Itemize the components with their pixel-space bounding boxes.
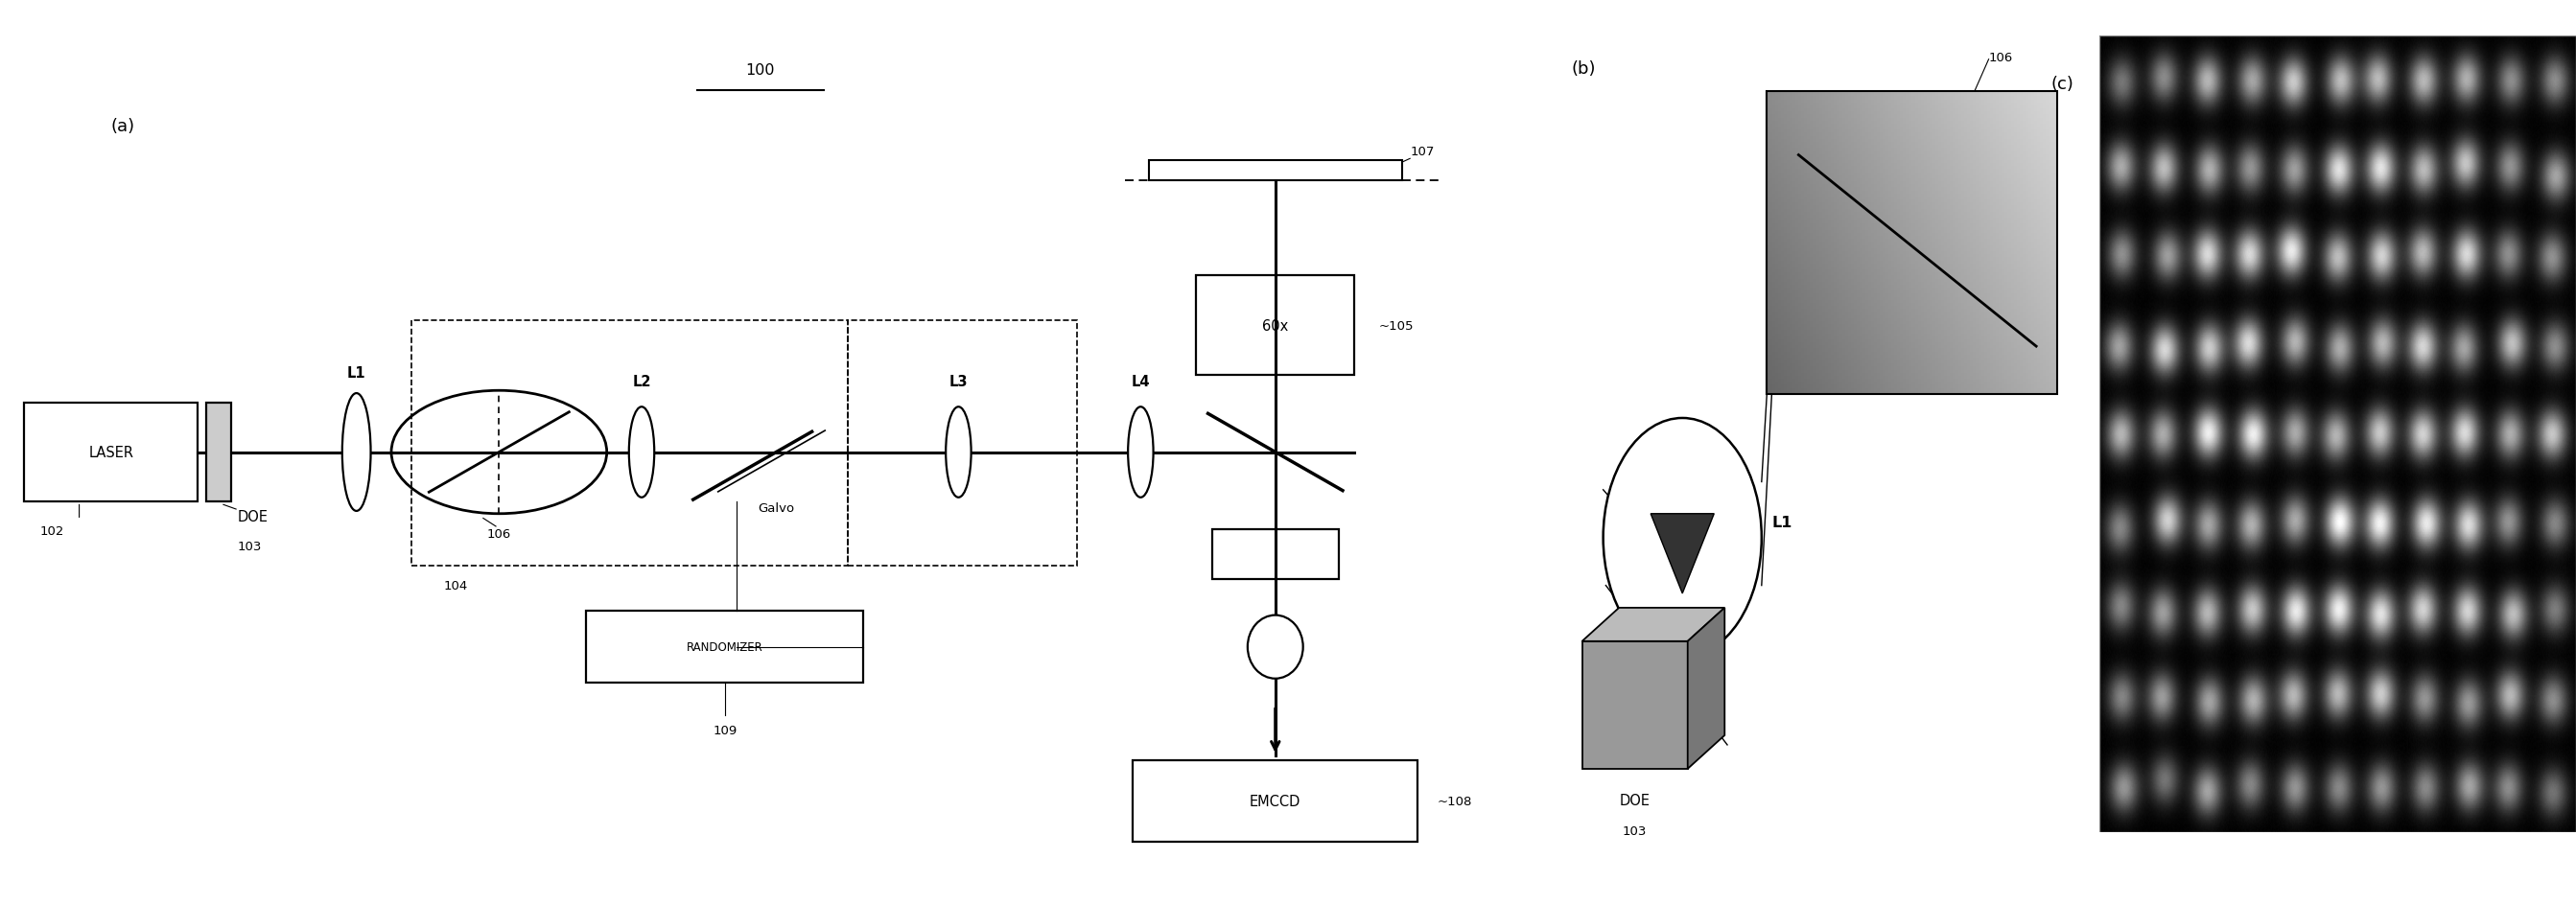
Bar [587,611,863,683]
Text: L4: L4 [1131,375,1149,389]
Bar [1149,161,1401,181]
Text: 109: 109 [714,724,737,737]
Polygon shape [1651,514,1713,594]
Text: RANDOMIZER: RANDOMIZER [688,641,762,653]
Text: (c): (c) [2050,76,2074,93]
Bar [1211,529,1340,579]
Bar [1582,642,1687,769]
Text: 106: 106 [1989,52,2012,64]
Ellipse shape [1128,407,1154,498]
Ellipse shape [629,407,654,498]
Text: 104: 104 [443,579,469,592]
Bar [1133,760,1417,842]
Bar [1767,92,2058,395]
Text: 100: 100 [747,63,775,78]
Ellipse shape [945,407,971,498]
Polygon shape [1582,608,1726,642]
Bar [206,403,232,502]
Text: L1: L1 [348,366,366,380]
Text: L2: L2 [631,375,652,389]
Text: DOE: DOE [237,510,268,524]
Text: 106: 106 [487,528,510,540]
Text: ~105: ~105 [1378,319,1414,332]
Text: L3: L3 [948,375,969,389]
Ellipse shape [1247,615,1303,679]
Text: ~108: ~108 [1437,795,1471,807]
Bar [23,403,198,502]
Text: 103: 103 [1623,824,1646,837]
Bar [412,321,848,566]
Text: L1: L1 [1772,515,1793,529]
Text: 60x: 60x [1262,319,1288,333]
Text: 103: 103 [237,540,263,553]
Polygon shape [1687,608,1726,769]
Text: Galvo: Galvo [757,502,793,515]
Text: 107: 107 [1409,146,1435,158]
Text: EMCCD: EMCCD [1249,794,1301,808]
Ellipse shape [343,394,371,511]
Bar [1195,276,1355,376]
Bar [848,321,1077,566]
Text: LASER: LASER [88,445,134,460]
Circle shape [1602,418,1762,657]
Text: 102: 102 [39,525,64,538]
Text: DOE: DOE [1620,793,1651,807]
Text: (a): (a) [111,118,134,135]
Text: (b): (b) [1571,60,1597,77]
